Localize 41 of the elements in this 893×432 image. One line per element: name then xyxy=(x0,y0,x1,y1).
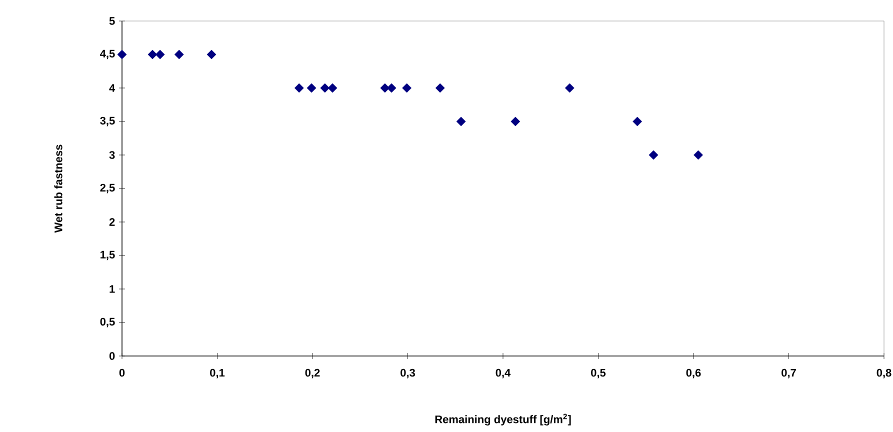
point xyxy=(148,50,158,60)
point xyxy=(206,50,216,60)
point xyxy=(435,83,445,93)
x-tick-label: 0,7 xyxy=(782,368,796,378)
x-tick-label: 0,4 xyxy=(496,368,511,378)
x-tick-label: 0,5 xyxy=(591,368,606,378)
point xyxy=(694,150,703,160)
x-tick-label: 0,8 xyxy=(876,368,892,378)
point xyxy=(648,150,658,160)
y-tick-label: 1,5 xyxy=(100,250,115,260)
point xyxy=(306,83,316,93)
point xyxy=(328,83,338,93)
x-tick-label: 0,6 xyxy=(686,368,701,378)
x-tick-label: 0,3 xyxy=(400,368,416,378)
point xyxy=(632,116,642,126)
y-tick-label: 4 xyxy=(109,84,116,92)
y-tick-label: 0,5 xyxy=(100,318,115,328)
point xyxy=(510,116,520,126)
point xyxy=(174,50,184,60)
point xyxy=(117,50,127,60)
x-tick-label: 0,2 xyxy=(305,368,320,378)
point xyxy=(402,83,412,93)
point xyxy=(320,83,330,93)
point xyxy=(294,83,304,93)
x-tick-label: 0,1 xyxy=(210,368,225,378)
point xyxy=(564,83,574,93)
y-tick-label: 3,5 xyxy=(100,116,115,126)
y-tick-label: 0 xyxy=(109,352,115,360)
y-axis-title: Wet rub fastness xyxy=(54,144,62,233)
point xyxy=(380,83,390,93)
point xyxy=(456,116,466,126)
y-tick-label: 3 xyxy=(109,151,115,159)
point xyxy=(155,50,165,60)
x-axis-title: Remaining dyestuff [g/m$^{2}$] xyxy=(435,414,571,426)
y-tick-label: 4,5 xyxy=(100,50,115,60)
x-tick-label: 0 xyxy=(119,368,125,377)
y-tick-label: 2,5 xyxy=(100,184,115,194)
y-tick-label: 2 xyxy=(109,218,115,226)
point xyxy=(386,83,396,93)
y-tick-label: 5 xyxy=(109,17,115,25)
y-tick-label: 1 xyxy=(110,285,115,293)
